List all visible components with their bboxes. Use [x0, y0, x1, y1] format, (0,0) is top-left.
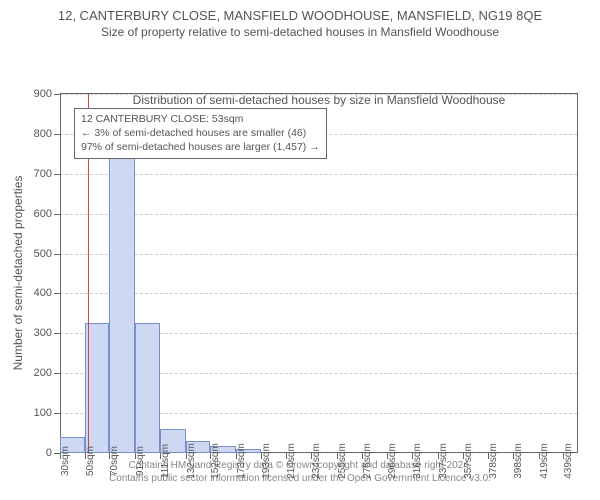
y-tick-label: 600 [34, 208, 52, 220]
x-tick-label: 357sqm [463, 443, 474, 479]
x-tick-label: 378sqm [488, 443, 499, 479]
x-tick-label: 316sqm [412, 443, 423, 479]
y-tick-label: 200 [34, 367, 52, 379]
x-tick-label: 234sqm [311, 443, 322, 479]
y-tick-label: 400 [34, 287, 52, 299]
x-tick-label: 398sqm [513, 443, 524, 479]
x-tick-label: 70sqm [109, 446, 120, 476]
chart-subtitle: Size of property relative to semi-detach… [12, 25, 588, 39]
annotation-callout: 12 CANTERBURY CLOSE: 53sqm ← 3% of semi-… [74, 108, 327, 159]
annotation-line2: ← 3% of semi-detached houses are smaller… [81, 126, 320, 140]
x-tick-label: 30sqm [60, 446, 71, 476]
footer-line2: Contains public sector information licen… [12, 472, 588, 485]
x-tick-label: 111sqm [160, 444, 171, 478]
y-tick-label: 700 [34, 168, 52, 180]
plot-region: 0100200300400500600700800900 30sqm50sqm7… [60, 93, 578, 453]
x-tick-label: 337sqm [438, 443, 449, 479]
x-tick-label: 275sqm [362, 443, 373, 479]
chart-plot-area: Number of semi-detached properties 01002… [60, 93, 578, 453]
annotation-line3: 97% of semi-detached houses are larger (… [81, 140, 320, 154]
x-tick-label: 419sqm [539, 443, 550, 479]
annotation-line1: 12 CANTERBURY CLOSE: 53sqm [81, 112, 320, 126]
y-tick-label: 300 [34, 327, 52, 339]
y-tick-label: 500 [34, 248, 52, 260]
x-tick-label: 132sqm [186, 443, 197, 479]
x-tick-label: 50sqm [85, 446, 96, 476]
footer-credits: Contains HM Land Registry data © Crown c… [12, 459, 588, 485]
page-title: 12, CANTERBURY CLOSE, MANSFIELD WOODHOUS… [12, 8, 588, 23]
x-tick-label: 214sqm [286, 443, 297, 479]
x-tick-label: 439sqm [563, 443, 574, 479]
y-tick-label: 0 [46, 447, 52, 459]
x-tick-label: 193sqm [261, 443, 272, 479]
x-tick-label: 173sqm [236, 443, 247, 479]
x-tick-label: 255sqm [337, 443, 348, 479]
histogram-bar [109, 118, 135, 453]
y-tick-label: 800 [34, 128, 52, 140]
histogram-bar [135, 323, 160, 453]
x-tick-label: 296sqm [387, 443, 398, 479]
x-tick-label: 152sqm [210, 443, 221, 479]
y-axis-label: Number of semi-detached properties [11, 176, 25, 371]
x-tick-label: 91sqm [135, 446, 146, 476]
chart-container: { "title": "12, CANTERBURY CLOSE, MANSFI… [0, 0, 600, 500]
y-tick-label: 900 [34, 88, 52, 100]
y-tick-label: 100 [34, 407, 52, 419]
footer-line1: Contains HM Land Registry data © Crown c… [12, 459, 588, 472]
